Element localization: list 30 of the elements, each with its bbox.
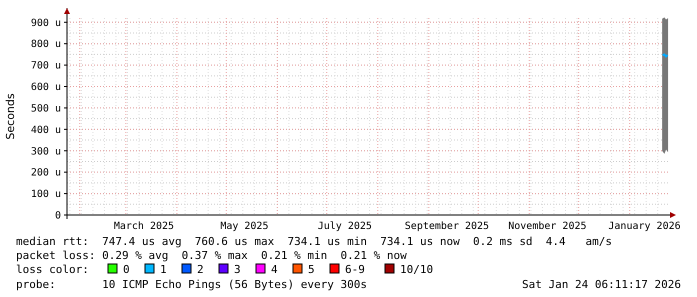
y-tick-label: 100 u (30, 189, 61, 200)
text: probe: 10 ICMP Echo Pings (56 Bytes) every 300s (16, 278, 367, 291)
y-tick-label: 700 u (30, 60, 61, 72)
x-tick-label: January 2026 (608, 221, 681, 232)
text: 2 (197, 263, 204, 276)
y-tick-label: 0 (54, 210, 61, 222)
text: 1 (160, 263, 167, 276)
text: loss color: (16, 263, 89, 276)
x-tick-label: May 2025 (220, 221, 268, 232)
y-tick-label: 800 u (30, 39, 61, 50)
text: 0 (123, 263, 130, 276)
x-tick-label: September 2025 (404, 221, 490, 232)
text: 3 (234, 263, 241, 276)
text: 5 (308, 263, 315, 276)
y-tick-label: 400 u (30, 124, 61, 136)
y-tick-label: 500 u (30, 103, 61, 114)
y-tick-label: 200 u (30, 168, 61, 179)
text: 4 (271, 263, 278, 276)
text: 10/10 (400, 263, 434, 276)
x-tick-label: November 2025 (508, 221, 587, 232)
y-axis-title: Seconds (4, 93, 17, 140)
text: 6-9 (345, 263, 365, 276)
x-tick-label: July 2025 (318, 221, 372, 232)
y-tick-label: 600 u (30, 82, 61, 94)
y-tick-label: 900 u (30, 18, 61, 29)
x-tick-label: March 2025 (114, 221, 174, 232)
text: median rtt: 747.4 us avg 760.6 us max 734.1 us min 734.1 us now 0.2 ms sd 4.4 am/s (16, 235, 612, 248)
y-tick-label: 300 u (30, 146, 61, 158)
text: Sat Jan 24 06:11:17 2026 (522, 278, 681, 291)
text: packet loss: 0.29 % avg 0.37 % max 0.21 % min 0.21 % now (16, 249, 408, 262)
